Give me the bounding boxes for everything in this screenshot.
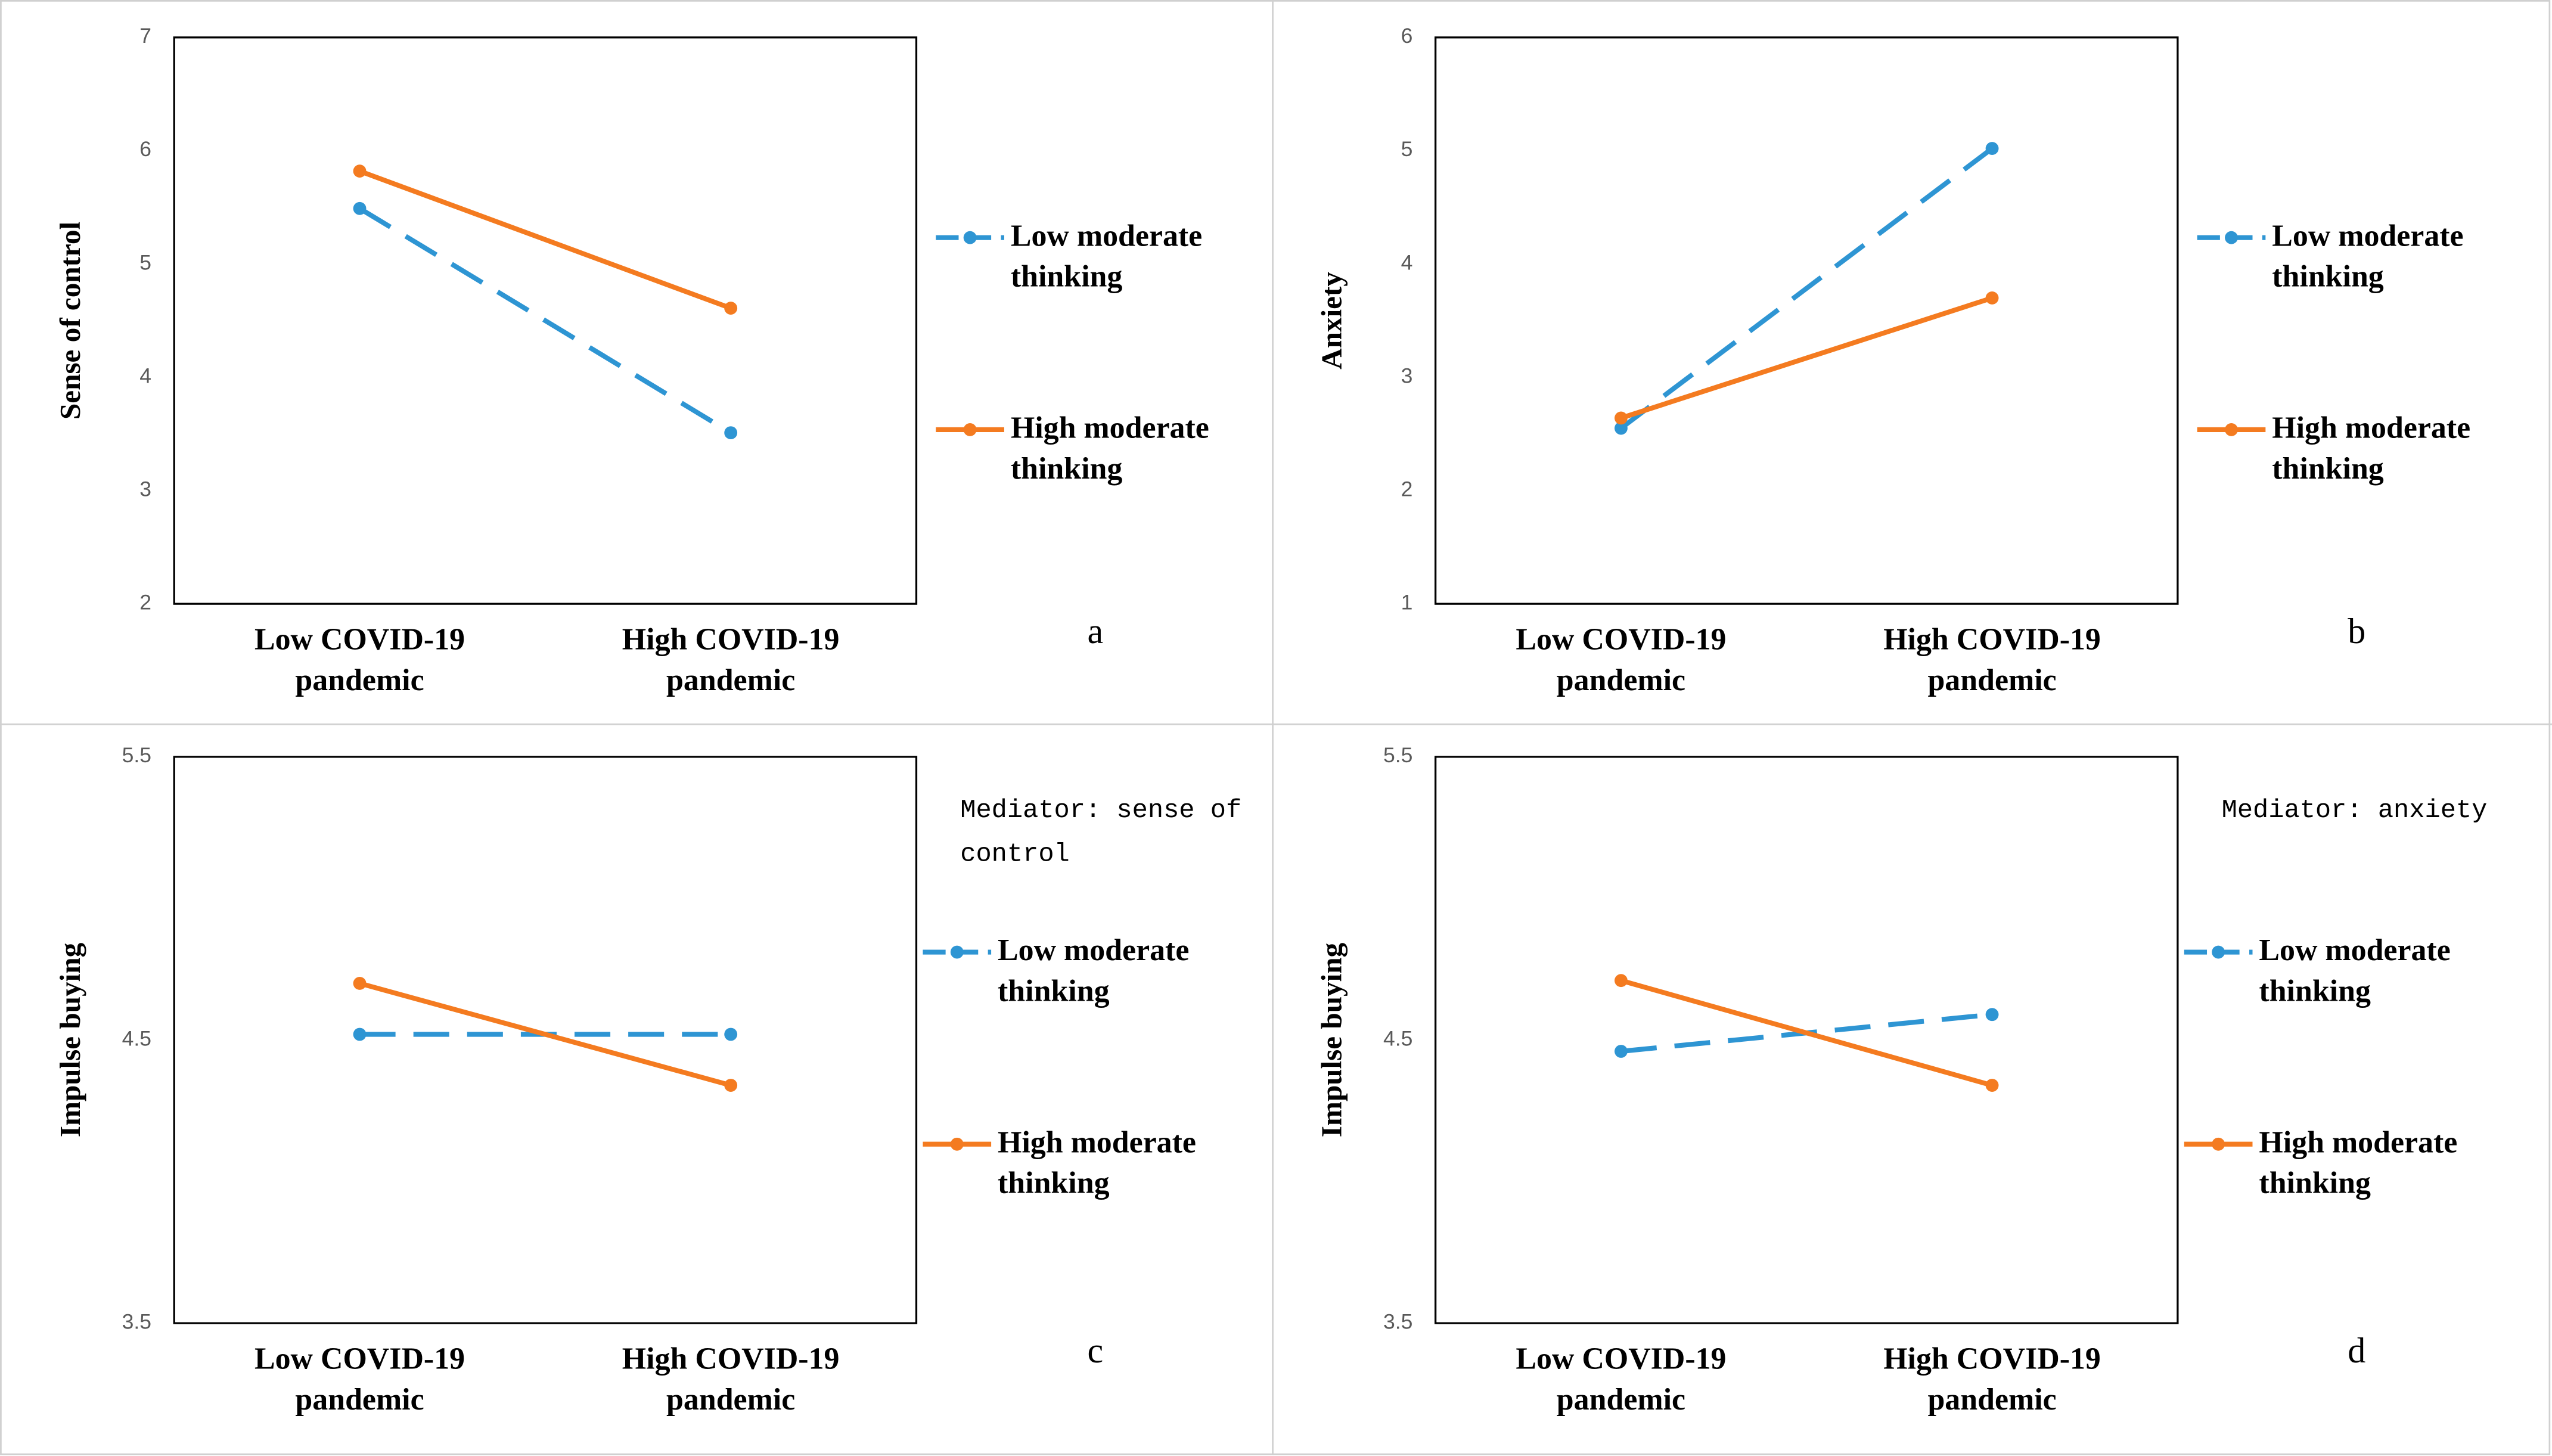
- x-tick-label-box: High COVID-19 pandemic: [1883, 623, 2101, 698]
- y-tick-label: 3: [1401, 364, 1413, 387]
- y-axis-label: Anxiety: [1315, 272, 1348, 370]
- point: [1985, 142, 1999, 155]
- legend-label: Low moderate thinking: [2259, 934, 2451, 1010]
- point: [724, 426, 738, 440]
- legend-label-box: Low moderate thinking: [2272, 219, 2464, 295]
- y-axis-label: Impulse buying: [1315, 942, 1348, 1137]
- legend-point: [963, 231, 977, 244]
- y-tick-label: 1: [1401, 591, 1413, 614]
- plot-area: [173, 756, 918, 1324]
- note-box: Mediator: anxiety: [2221, 796, 2488, 825]
- point: [724, 1079, 738, 1092]
- y-tick-label: 5: [139, 250, 151, 274]
- legend-label-box: Low moderate thinking: [1010, 219, 1203, 295]
- point: [1615, 411, 1628, 425]
- y-tick-label: 2: [1401, 477, 1413, 501]
- panel-letter: a: [1088, 611, 1104, 651]
- x-tick-label-box: High COVID-19 pandemic: [622, 623, 840, 698]
- legend-label: Low moderate thinking: [998, 934, 1190, 1010]
- legend-point: [950, 945, 964, 959]
- x-tick-label: High COVID-19 pandemic: [1883, 1342, 2101, 1418]
- x-tick-label: Low COVID-19 pandemic: [254, 1342, 465, 1418]
- x-tick-label: Low COVID-19 pandemic: [1516, 1342, 1727, 1418]
- y-tick-label: 4: [1401, 250, 1413, 274]
- plot-area: [1434, 36, 2179, 605]
- legend-point: [2212, 1137, 2225, 1151]
- legend-label-box: High moderate thinking: [2259, 1126, 2458, 1202]
- point: [1985, 1079, 1999, 1092]
- panel-letter: c: [1088, 1330, 1104, 1370]
- x-tick-label: Low COVID-19 pandemic: [1516, 623, 1727, 698]
- y-tick-label: 5.5: [1383, 743, 1412, 767]
- x-tick-label-box: High COVID-19 pandemic: [1883, 1342, 2101, 1418]
- point: [353, 1027, 367, 1041]
- y-tick-label: 2: [139, 591, 151, 614]
- panel-letter: b: [2348, 611, 2365, 651]
- series-line: [359, 981, 732, 1088]
- x-tick-label: High COVID-19 pandemic: [622, 623, 840, 698]
- y-tick-label: 3: [139, 477, 151, 501]
- legend-label: High moderate thinking: [1010, 411, 1209, 487]
- note: Mediator: sense of control: [960, 796, 1242, 870]
- legend-label: Low moderate thinking: [2272, 219, 2464, 295]
- legend-label-box: Low moderate thinking: [998, 934, 1190, 1010]
- point: [353, 977, 367, 990]
- x-tick-label: High COVID-19 pandemic: [1883, 623, 2101, 698]
- y-axis-label: Impulse buying: [54, 942, 86, 1137]
- point: [724, 1027, 738, 1041]
- y-tick-label: 4: [139, 364, 151, 387]
- point: [353, 164, 367, 178]
- series-line: [358, 206, 732, 435]
- plot-area: [1434, 756, 2179, 1324]
- x-tick-label-box: Low COVID-19 pandemic: [1516, 1342, 1727, 1418]
- y-tick-label: 6: [139, 137, 151, 161]
- series-line: [1619, 146, 1994, 430]
- plot-area: [173, 36, 918, 605]
- note: Mediator: anxiety: [2221, 796, 2488, 825]
- legend-point: [950, 1137, 964, 1151]
- panel-letter: d: [2348, 1330, 2365, 1370]
- x-tick-label-box: Low COVID-19 pandemic: [1516, 623, 1727, 698]
- legend-label: High moderate thinking: [2272, 411, 2471, 487]
- point: [1615, 974, 1628, 988]
- y-tick-label: 3.5: [1383, 1310, 1412, 1334]
- point: [1985, 1008, 1999, 1022]
- x-tick-label-box: High COVID-19 pandemic: [622, 1342, 840, 1418]
- point: [1985, 291, 1999, 305]
- x-tick-label-box: Low COVID-19 pandemic: [254, 1342, 465, 1418]
- y-tick-label: 7: [139, 24, 151, 48]
- y-tick-label: 3.5: [122, 1310, 151, 1334]
- legend-label-box: High moderate thinking: [2272, 411, 2471, 487]
- legend-label-box: High moderate thinking: [1010, 411, 1209, 487]
- series-line: [1620, 978, 1993, 1088]
- x-tick-label-box: Low COVID-19 pandemic: [254, 623, 465, 698]
- x-tick-label: High COVID-19 pandemic: [622, 1342, 840, 1418]
- legend-label: High moderate thinking: [998, 1126, 1196, 1202]
- y-tick-label: 5.5: [122, 743, 151, 767]
- y-tick-label: 4.5: [122, 1026, 151, 1050]
- x-tick-label: Low COVID-19 pandemic: [254, 623, 465, 698]
- y-tick-label: 5: [1401, 137, 1413, 161]
- y-axis-label: Sense of control: [54, 222, 86, 420]
- legend-point: [2225, 231, 2238, 244]
- legend-point: [963, 423, 977, 436]
- legend-label-box: Low moderate thinking: [2259, 934, 2451, 1010]
- note-box: Mediator: sense of control: [960, 796, 1242, 870]
- legend-point: [2212, 945, 2225, 959]
- legend-point: [2225, 423, 2238, 436]
- series-line: [359, 169, 732, 311]
- point: [353, 201, 367, 215]
- point: [1615, 421, 1628, 435]
- legend-label-box: High moderate thinking: [998, 1126, 1196, 1202]
- point: [1615, 1045, 1628, 1058]
- legend-label: Low moderate thinking: [1010, 219, 1203, 295]
- point: [724, 302, 738, 315]
- series-line: [1620, 296, 1993, 421]
- y-tick-label: 4.5: [1383, 1026, 1412, 1050]
- legend-label: High moderate thinking: [2259, 1126, 2458, 1202]
- y-tick-label: 6: [1401, 24, 1413, 48]
